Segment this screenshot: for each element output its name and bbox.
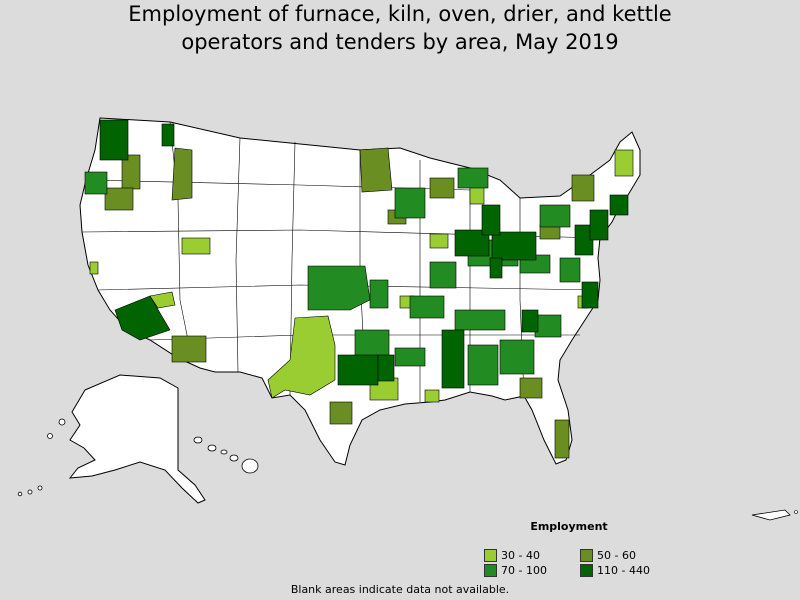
areas-70-100 bbox=[84, 167, 581, 386]
legend-item-50-60: 50 - 60 bbox=[580, 549, 670, 562]
legend-swatch bbox=[580, 564, 593, 577]
areas-50-60 bbox=[104, 147, 595, 459]
map-title-line-1: Employment of furnace, kiln, oven, drier… bbox=[128, 2, 672, 26]
legend-item-70-100: 70 - 100 bbox=[484, 564, 580, 577]
legend-title: Employment bbox=[530, 520, 608, 533]
legend-swatch bbox=[484, 564, 497, 577]
legend-swatch bbox=[580, 549, 593, 562]
alaska-land bbox=[68, 374, 206, 504]
legend-label: 30 - 40 bbox=[501, 549, 540, 562]
virgin-islands bbox=[794, 510, 798, 514]
legend-swatch bbox=[484, 549, 497, 562]
footnote: Blank areas indicate data not available. bbox=[290, 583, 510, 596]
legend-items: 30 - 40 50 - 60 70 - 100 110 - 440 bbox=[484, 549, 664, 577]
map-title-line-2: operators and tenders by area, May 2019 bbox=[181, 30, 619, 54]
legend-item-30-40: 30 - 40 bbox=[484, 549, 580, 562]
map-title: Employment of furnace, kiln, oven, drier… bbox=[0, 0, 800, 56]
puerto-rico-land bbox=[751, 509, 791, 521]
map-legend: Employment 30 - 40 50 - 60 70 - 100 110 … bbox=[484, 520, 664, 577]
areas-110-440 bbox=[99, 119, 629, 389]
legend-label: 70 - 100 bbox=[501, 564, 547, 577]
aleutian-islands bbox=[17, 418, 66, 497]
legend-item-110-440: 110 - 440 bbox=[580, 564, 670, 577]
hawaii-islands bbox=[193, 436, 259, 474]
legend-label: 110 - 440 bbox=[597, 564, 650, 577]
legend-label: 50 - 60 bbox=[597, 549, 636, 562]
